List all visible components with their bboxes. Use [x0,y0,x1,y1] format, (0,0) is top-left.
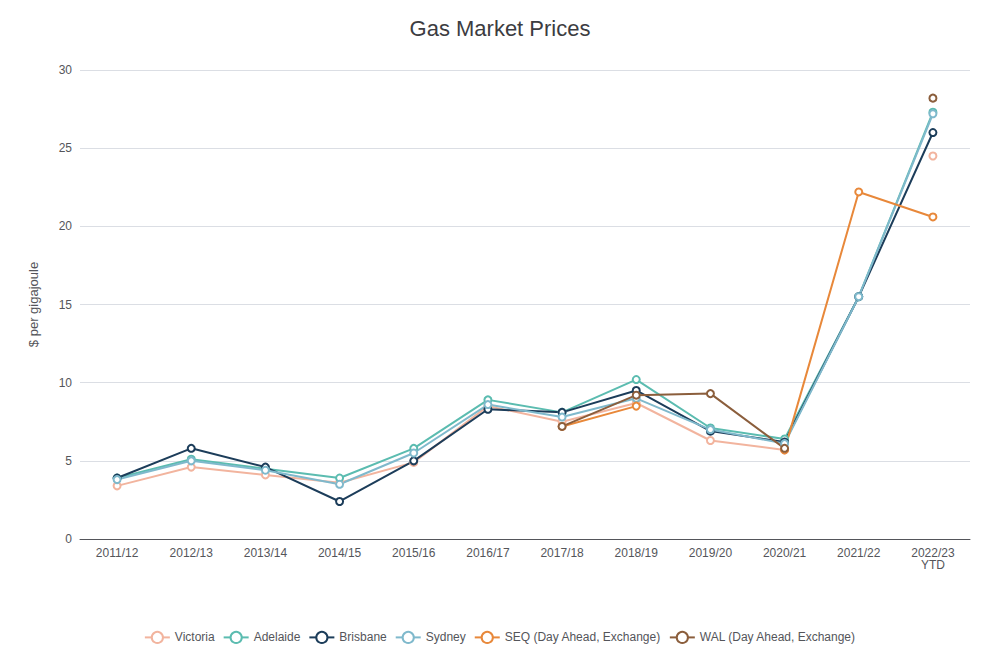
svg-text:SEQ (Day Ahead, Exchange): SEQ (Day Ahead, Exchange) [505,630,660,644]
svg-text:2013/14: 2013/14 [244,546,288,560]
svg-text:25: 25 [59,141,73,155]
svg-text:2020/21: 2020/21 [763,546,807,560]
svg-text:YTD: YTD [921,558,945,572]
svg-text:WAL (Day Ahead, Exchange): WAL (Day Ahead, Exchange) [700,630,855,644]
svg-text:Brisbane: Brisbane [339,630,387,644]
svg-text:2012/13: 2012/13 [170,546,214,560]
svg-text:2017/18: 2017/18 [540,546,584,560]
svg-text:2019/20: 2019/20 [689,546,733,560]
svg-text:2015/16: 2015/16 [392,546,436,560]
svg-text:Victoria: Victoria [175,630,215,644]
svg-text:5: 5 [65,454,72,468]
svg-text:2011/12: 2011/12 [96,546,139,560]
svg-text:$ per gigajoule: $ per gigajoule [26,262,41,347]
svg-text:2021/22: 2021/22 [837,546,881,560]
svg-text:Adelaide: Adelaide [254,630,301,644]
svg-text:2016/17: 2016/17 [466,546,510,560]
svg-text:2018/19: 2018/19 [615,546,659,560]
svg-text:30: 30 [59,63,73,77]
svg-text:20: 20 [59,219,73,233]
svg-text:Sydney: Sydney [426,630,466,644]
svg-text:2014/15: 2014/15 [318,546,362,560]
svg-text:15: 15 [59,298,73,312]
svg-text:2022/23: 2022/23 [911,546,955,560]
svg-text:10: 10 [59,376,73,390]
svg-text:0: 0 [65,532,72,546]
svg-text:Gas Market Prices: Gas Market Prices [410,16,591,41]
